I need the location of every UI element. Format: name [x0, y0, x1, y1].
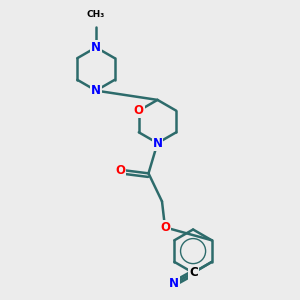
Text: N: N	[169, 277, 179, 290]
Text: C: C	[189, 266, 198, 279]
Text: N: N	[152, 136, 163, 150]
Text: N: N	[91, 84, 101, 97]
Text: O: O	[160, 221, 170, 234]
Text: CH₃: CH₃	[87, 11, 105, 20]
Text: N: N	[91, 41, 101, 54]
Text: O: O	[134, 104, 144, 117]
Text: O: O	[115, 164, 125, 177]
